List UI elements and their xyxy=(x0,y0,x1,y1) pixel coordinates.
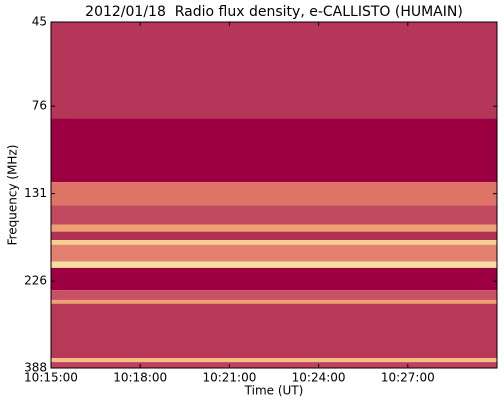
spectrum-band xyxy=(51,231,497,241)
y-tick-label: 45 xyxy=(32,15,47,29)
x-tick-label: 10:15:00 xyxy=(24,371,78,385)
x-axis-label: Time (UT) xyxy=(244,384,304,398)
spectrum-band xyxy=(51,261,497,268)
spectrum-band xyxy=(51,205,497,225)
y-tick-label: 226 xyxy=(24,274,47,288)
y-tick-label: 76 xyxy=(32,99,47,113)
spectrum-band xyxy=(51,303,497,359)
spectrum-band xyxy=(51,244,497,262)
x-tick-label: 10:24:00 xyxy=(292,371,346,385)
y-axis-label: Frequency (MHz) xyxy=(6,145,20,246)
spectrum-band xyxy=(51,240,497,245)
chart-title: 2012/01/18 Radio flux density, e-CALLIST… xyxy=(85,4,463,20)
plot-frame xyxy=(50,21,498,369)
x-tick-label: 10:18:00 xyxy=(113,371,167,385)
x-tick-label: 10:21:00 xyxy=(202,371,256,385)
x-tick-label: 10:27:00 xyxy=(381,371,435,385)
spectrum-band xyxy=(51,118,497,183)
spectrum-band xyxy=(51,362,497,368)
spectrum-band xyxy=(51,224,497,232)
spectrum-band xyxy=(51,290,497,300)
y-tick-label: 131 xyxy=(24,186,47,200)
spectrum-band xyxy=(51,182,497,206)
spectrum-band xyxy=(51,267,497,291)
spectrum-band xyxy=(51,299,497,304)
y-tick-label: 388 xyxy=(24,361,47,375)
spectrum-band xyxy=(51,358,497,363)
spectrum-band xyxy=(51,22,497,119)
